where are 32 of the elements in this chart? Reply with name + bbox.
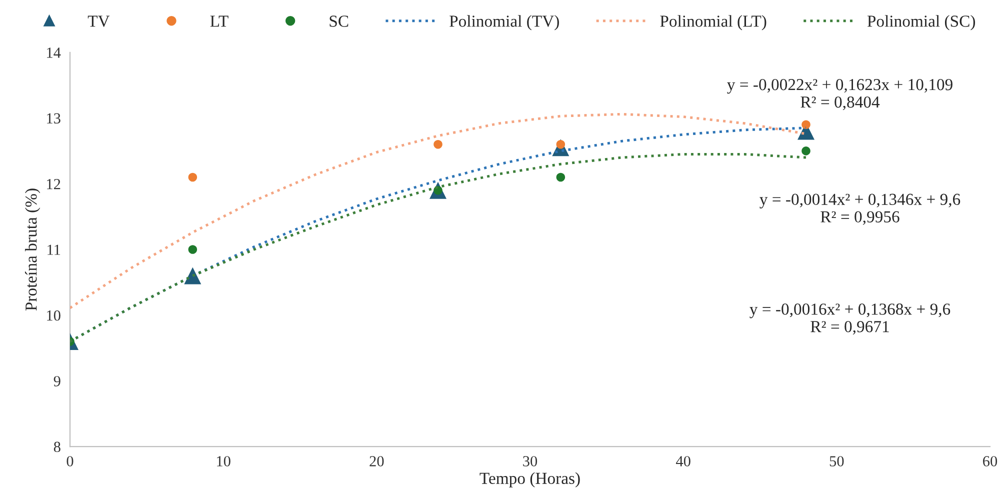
y-axis-title: Proteína bruta (%) [25, 188, 40, 311]
x-tick-label: 20 [370, 456, 384, 466]
x-tick-label: 50 [830, 456, 844, 466]
point [188, 245, 198, 254]
y-tick-label: 14 [47, 48, 61, 58]
x-tick-label: 10 [217, 456, 230, 466]
annotation: y = -0,0016x² + 0,1368x + 9,6 R² = 0,9671 [750, 304, 950, 335]
annotation: y = -0,0014x² + 0,1346x + 9,6 R² = 0,9956 [760, 194, 960, 225]
point [188, 172, 198, 182]
x-tick-label: 40 [676, 456, 690, 466]
x-tick-label: 60 [983, 456, 998, 466]
legend-label: TV [88, 16, 110, 27]
x-tick-label: 30 [523, 456, 538, 466]
x-axis-title: Tempo (Horas) [480, 472, 580, 488]
legend-label: Polinomial (SC) [867, 15, 976, 30]
point [184, 267, 202, 284]
y-tick-label: 11 [48, 244, 60, 255]
legend-label: Polinomial (TV) [450, 15, 559, 30]
annotation: y = -0,0022x² + 0,1623x + 10,109 R² = 0,8404 [727, 78, 952, 110]
point [556, 172, 566, 182]
y-tick-label: 12 [47, 178, 60, 190]
point [802, 146, 810, 156]
y-tick-label: 10 [47, 310, 60, 321]
legend-label: Polinomial (LT) [660, 15, 766, 30]
legend-label: SC [330, 16, 348, 27]
y-tick-label: 8 [54, 442, 60, 452]
legend-label: LT [210, 16, 228, 27]
y-tick-label: 9 [54, 376, 60, 386]
point [802, 120, 810, 130]
y-tick-label: 13 [47, 113, 60, 124]
point [434, 140, 442, 149]
x-tick-label: 0 [66, 456, 74, 466]
